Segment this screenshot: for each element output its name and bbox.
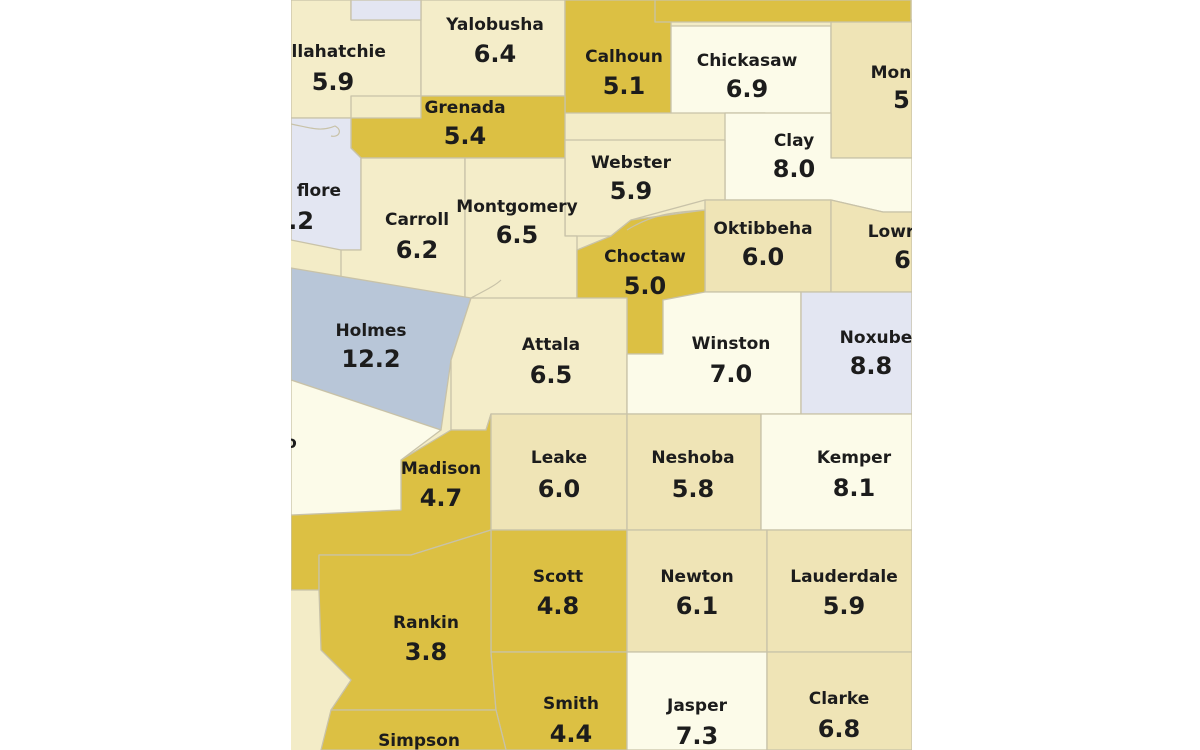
county-name-clarke: Clarke <box>809 689 870 709</box>
county-map-svg: allahatchie 5.9 Yalobusha 6.4 Calhoun 5.1 Chic… <box>291 0 912 750</box>
county-newton <box>626 529 768 653</box>
county-yazoo <box>291 379 442 516</box>
county-name-yazoo: o <box>291 433 297 453</box>
county-value-madison: 4.7 <box>420 484 463 512</box>
county-name-kemper: Kemper <box>817 448 892 468</box>
county-smith <box>490 651 628 750</box>
county-name-jasper: Jasper <box>666 696 728 716</box>
county-name-choctaw: Choctaw <box>604 247 686 267</box>
county-value-grenada: 5.4 <box>444 122 487 150</box>
county-holmes <box>291 267 472 431</box>
county-simpson <box>320 709 507 750</box>
county-name-montgomery: Montgomery <box>456 197 577 217</box>
county-name-sunflower: flore <box>297 181 341 201</box>
county-value-clarke: 6.8 <box>818 715 861 743</box>
county-name-holmes: Holmes <box>335 321 406 341</box>
county-name-leake: Leake <box>531 448 587 468</box>
county-name-newton: Newton <box>660 567 733 587</box>
county-name-noxubee: Noxube <box>840 328 912 348</box>
county-value-kemper: 8.1 <box>833 474 876 502</box>
county-name-attala: Attala <box>522 335 580 355</box>
county-lowndes <box>830 199 912 293</box>
county-name-lowndes: Lowr <box>868 222 912 242</box>
county-noxubee <box>800 291 912 415</box>
county-name-scott: Scott <box>533 567 583 587</box>
county-value-monroe: 5. <box>893 86 912 114</box>
partial-county-top-1 <box>654 0 912 23</box>
county-name-tallahatchie: allahatchie <box>291 42 386 62</box>
county-lauderdale <box>766 529 912 653</box>
county-value-sunflower: .2 <box>291 207 314 235</box>
county-name-clay: Clay <box>774 131 814 151</box>
county-clarke <box>766 651 912 750</box>
county-value-tallahatchie: 5.9 <box>312 68 355 96</box>
county-value-chickasaw: 6.9 <box>726 75 769 103</box>
county-name-grenada: Grenada <box>424 98 505 118</box>
county-name-monroe: Mon <box>871 63 912 83</box>
county-value-oktibbeha: 6.0 <box>742 243 785 271</box>
county-value-calhoun: 5.1 <box>603 72 646 100</box>
county-name-carroll: Carroll <box>385 210 449 230</box>
county-value-jasper: 7.3 <box>676 722 719 750</box>
county-value-holmes: 12.2 <box>341 345 400 373</box>
county-value-newton: 6.1 <box>676 592 719 620</box>
county-value-lauderdale: 5.9 <box>823 592 866 620</box>
county-value-montgomery: 6.5 <box>496 221 539 249</box>
river-line <box>291 123 706 299</box>
county-name-webster: Webster <box>591 153 672 173</box>
county-value-choctaw: 5.0 <box>624 272 667 300</box>
county-name-madison: Madison <box>401 459 481 479</box>
county-kemper <box>760 413 912 531</box>
county-name-chickasaw: Chickasaw <box>697 51 798 71</box>
county-name-winston: Winston <box>692 334 771 354</box>
partial-county-top-0 <box>350 0 422 21</box>
county-value-winston: 7.0 <box>710 360 753 388</box>
county-map: allahatchie 5.9 Yalobusha 6.4 Calhoun 5.1 Chic… <box>291 0 912 750</box>
county-value-webster: 5.9 <box>610 177 653 205</box>
county-name-yalobusha: Yalobusha <box>445 15 544 35</box>
county-value-scott: 4.8 <box>537 592 580 620</box>
county-value-yalobusha: 6.4 <box>474 40 517 68</box>
county-name-neshoba: Neshoba <box>651 448 734 468</box>
county-value-neshoba: 5.8 <box>672 475 715 503</box>
county-neshoba <box>626 413 762 531</box>
county-value-clay: 8.0 <box>773 155 816 183</box>
county-value-carroll: 6.2 <box>396 236 439 264</box>
county-scott <box>490 529 628 653</box>
county-value-rankin: 3.8 <box>405 638 448 666</box>
county-name-rankin: Rankin <box>393 613 459 633</box>
county-value-smith: 4.4 <box>550 720 593 748</box>
county-name-calhoun: Calhoun <box>585 47 663 67</box>
county-jasper <box>626 651 768 750</box>
county-name-smith: Smith <box>543 694 599 714</box>
county-value-lowndes: 6. <box>894 246 912 274</box>
county-name-oktibbeha: Oktibbeha <box>713 219 812 239</box>
county-name-lauderdale: Lauderdale <box>790 567 898 587</box>
county-name-simpson: Simpson <box>378 731 460 750</box>
county-value-noxubee: 8.8 <box>850 352 893 380</box>
county-value-attala: 6.5 <box>530 361 573 389</box>
county-value-leake: 6.0 <box>538 475 581 503</box>
county-leake <box>490 413 628 531</box>
